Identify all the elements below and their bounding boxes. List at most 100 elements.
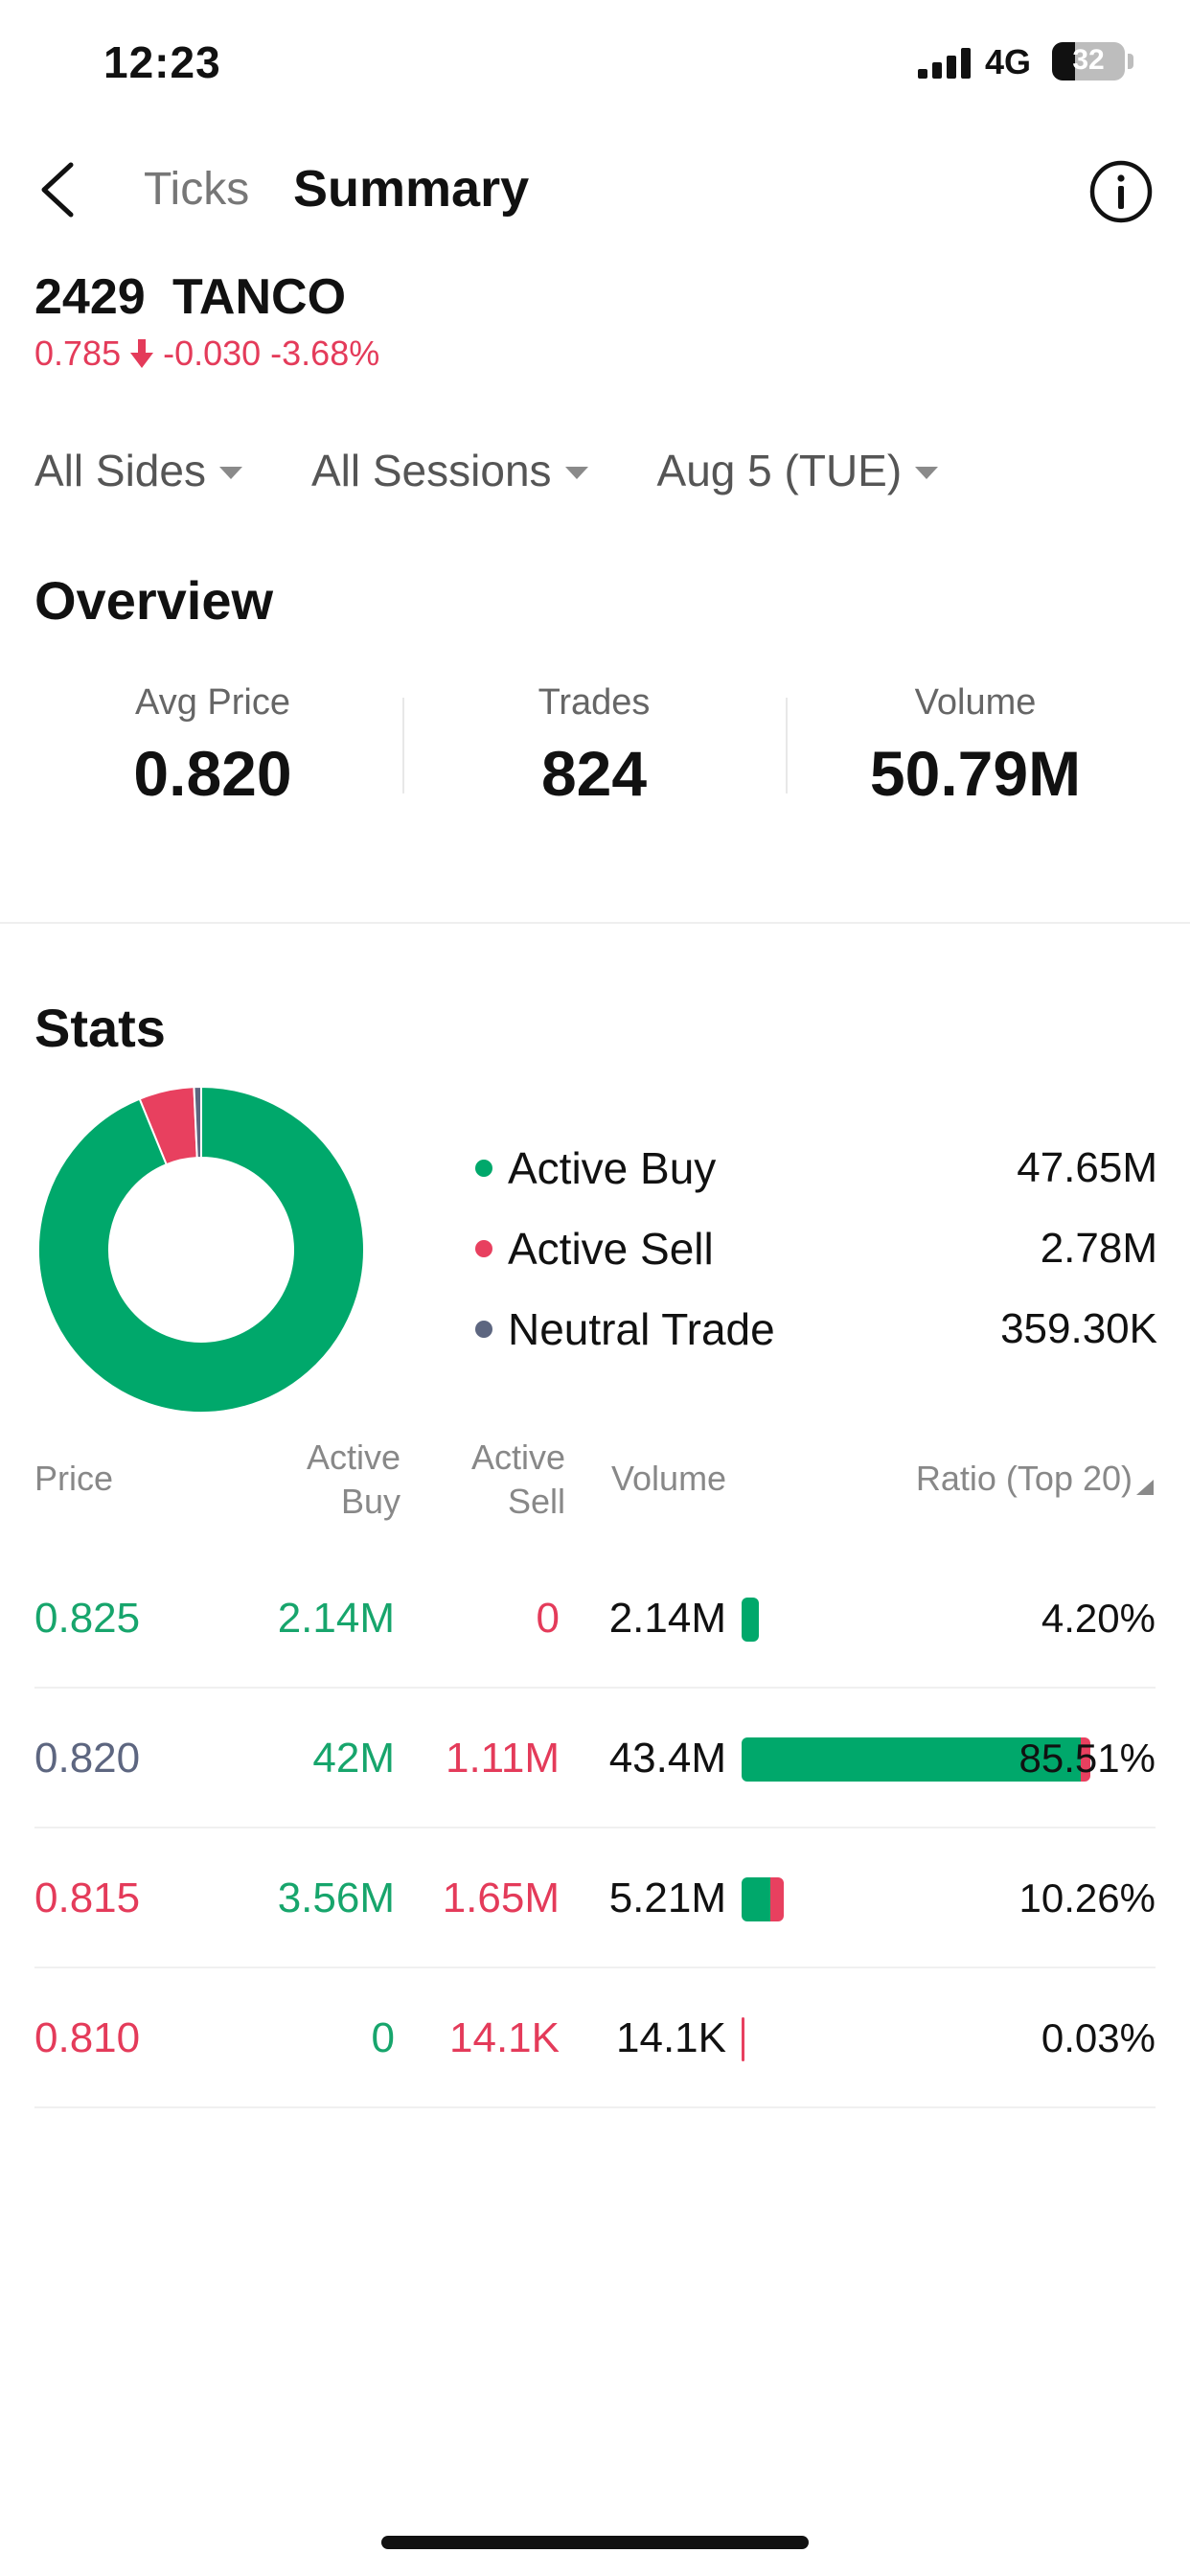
overview-divider — [786, 698, 788, 794]
legend-value: 2.78M — [1040, 1225, 1157, 1272]
trades-label: Trades — [538, 682, 651, 723]
stock-name: TANCO — [172, 269, 347, 325]
legend-active-buy: Active Buy 47.65M — [475, 1142, 1157, 1194]
row-ratio: 4.20% — [1041, 1596, 1156, 1641]
filter-sides-label: All Sides — [34, 446, 206, 495]
filter-bar: All Sides All Sessions Aug 5 (TUE) — [34, 445, 1007, 496]
header-active-buy[interactable]: Active Buy — [307, 1436, 400, 1524]
header-active-sell-line2: Sell — [507, 1482, 565, 1521]
caret-down-icon — [564, 466, 588, 479]
volume-label: Volume — [914, 682, 1037, 723]
row-divider — [34, 1827, 1156, 1828]
table-row[interactable]: 0.825 2.14M 0 2.14M 4.20% — [34, 1549, 1156, 1689]
tab-summary[interactable]: Summary — [293, 160, 530, 218]
ratio-bar-buy — [742, 1598, 759, 1642]
caret-down-icon — [915, 466, 939, 479]
table-row[interactable]: 0.820 42M 1.11M 43.4M 85.51% — [34, 1689, 1156, 1828]
legend-neutral-trade: Neutral Trade 359.30K — [475, 1303, 1157, 1355]
table-row[interactable]: 0.810 0 14.1K 14.1K 0.03% — [34, 1968, 1156, 2108]
battery-icon: 32 — [1052, 42, 1125, 80]
volume-value: 50.79M — [869, 738, 1082, 809]
filter-sessions[interactable]: All Sessions — [311, 445, 588, 496]
row-ratio: 10.26% — [1018, 1875, 1156, 1920]
network-type: 4G — [985, 42, 1032, 81]
row-volume: 14.1K — [616, 2014, 726, 2061]
row-ratio-bar — [742, 1737, 1090, 1782]
header-volume[interactable]: Volume — [611, 1459, 727, 1498]
avg-price-label: Avg Price — [135, 682, 290, 723]
row-active-buy: 2.14M — [277, 1595, 395, 1642]
overview-divider — [402, 698, 404, 794]
cellular-signal-icon — [918, 48, 971, 79]
stock-code: 2429 — [34, 269, 146, 325]
row-divider — [34, 1687, 1156, 1689]
legend-active-sell: Active Sell 2.78M — [475, 1223, 1157, 1275]
price-change-percent: -3.68% — [270, 334, 380, 373]
row-ratio-bar — [742, 1877, 784, 1921]
row-active-buy: 42M — [312, 1735, 395, 1782]
last-price: 0.785 — [34, 334, 122, 373]
row-volume: 5.21M — [608, 1874, 726, 1921]
header-active-sell-line1: Active — [470, 1438, 565, 1477]
legend-label: Active Buy — [508, 1143, 717, 1193]
row-price: 0.810 — [34, 2014, 141, 2061]
avg-price-value: 0.820 — [133, 738, 292, 809]
info-icon[interactable] — [1088, 159, 1154, 224]
overview-title: Overview — [34, 570, 274, 631]
legend-dot — [475, 1160, 492, 1177]
ratio-bar-sell — [769, 1877, 784, 1921]
legend-label: Active Sell — [508, 1224, 714, 1274]
legend-value: 359.30K — [1000, 1305, 1157, 1352]
row-active-sell: 1.11M — [445, 1735, 560, 1782]
quote-row: 0.785 -0.030 -3.68% — [34, 334, 379, 374]
header-ratio[interactable]: Ratio (Top 20) — [915, 1459, 1133, 1498]
legend-label: Neutral Trade — [508, 1304, 775, 1354]
tab-ticks[interactable]: Ticks — [144, 164, 250, 215]
trades-value: 824 — [540, 738, 648, 809]
battery-level: 32 — [1072, 44, 1105, 76]
filter-sessions-label: All Sessions — [310, 446, 552, 495]
filter-date-label: Aug 5 (TUE) — [656, 446, 903, 495]
row-divider — [34, 2106, 1156, 2108]
filter-sides[interactable]: All Sides — [34, 445, 242, 496]
row-active-sell: 14.1K — [449, 2014, 560, 2061]
legend-value: 47.65M — [1017, 1144, 1157, 1191]
battery-nub — [1128, 54, 1133, 69]
back-button[interactable] — [29, 153, 86, 226]
row-active-sell: 0 — [536, 1595, 560, 1642]
header-active-sell[interactable]: Active Sell — [471, 1436, 565, 1524]
row-active-sell: 1.65M — [442, 1874, 560, 1921]
row-ratio: 0.03% — [1041, 2015, 1156, 2060]
row-volume: 2.14M — [608, 1595, 726, 1642]
row-price: 0.815 — [34, 1874, 141, 1921]
row-price: 0.820 — [34, 1735, 141, 1782]
row-active-buy: 0 — [371, 2014, 395, 2061]
ratio-bar-sell — [742, 2017, 744, 2061]
stats-title: Stats — [34, 998, 166, 1058]
overview-volume: Volume 50.79M — [786, 682, 1165, 810]
ratio-bar-buy — [742, 1877, 770, 1921]
row-divider — [34, 1966, 1156, 1968]
ratio-bar-sell — [1081, 1737, 1090, 1782]
row-volume: 43.4M — [608, 1735, 726, 1782]
sort-caret-icon[interactable] — [1136, 1480, 1154, 1495]
table-row[interactable]: 0.815 3.56M 1.65M 5.21M 10.26% — [34, 1828, 1156, 1968]
header-price[interactable]: Price — [34, 1459, 114, 1498]
chevron-left-icon — [41, 162, 74, 218]
filter-date[interactable]: Aug 5 (TUE) — [657, 445, 939, 496]
header-active-buy-line1: Active — [306, 1438, 400, 1477]
row-ratio-bar — [742, 2017, 744, 2061]
row-active-buy: 3.56M — [277, 1874, 395, 1921]
overview-avg-price: Avg Price 0.820 — [23, 682, 402, 810]
row-ratio: 85.51% — [1018, 1736, 1156, 1781]
legend-dot — [475, 1240, 492, 1257]
caret-down-icon — [218, 466, 242, 479]
stats-donut-chart — [37, 1085, 365, 1414]
header-active-buy-line2: Buy — [340, 1482, 400, 1521]
status-bar: 12:23 4G 32 — [0, 0, 1190, 134]
arrow-down-icon — [130, 339, 154, 368]
status-time: 12:23 — [103, 37, 221, 87]
home-indicator — [381, 2536, 809, 2549]
overview-trades: Trades 824 — [404, 682, 784, 810]
donut-slice-active-buy — [37, 1085, 365, 1414]
